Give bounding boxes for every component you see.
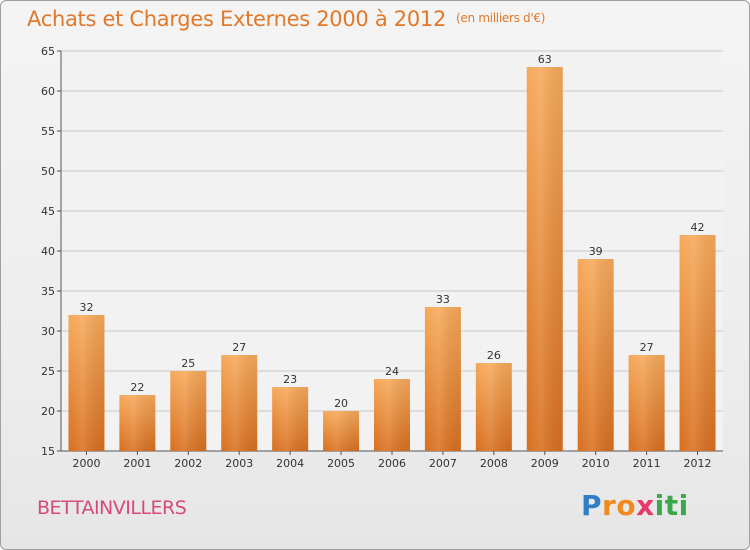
x-tick-label: 2003 [225,457,253,470]
y-tick-label: 50 [41,165,55,178]
x-tick-label: 2002 [174,457,202,470]
chart-unit: (en milliers d'€) [456,11,546,25]
y-tick-label: 20 [41,405,55,418]
y-tick-label: 55 [41,125,55,138]
x-tick-label: 2001 [123,457,151,470]
logo-letter: x [636,489,655,522]
bar-shine [374,379,410,451]
data-label: 33 [436,293,450,306]
bar-shine [68,315,105,451]
data-label: 39 [589,245,603,258]
y-tick-label: 60 [41,85,55,98]
data-label: 27 [640,341,654,354]
bar-shine [628,355,665,451]
data-label: 63 [538,53,552,66]
y-tick-label: 25 [41,365,55,378]
data-label: 27 [232,341,246,354]
bar-shine [119,395,156,451]
logo-letter: i [678,489,689,522]
y-tick-label: 30 [41,325,55,338]
bar-shine [272,387,309,451]
data-label: 42 [691,221,705,234]
y-tick-label: 40 [41,245,55,258]
data-label: 22 [130,381,144,394]
logo-letter: P [581,489,603,522]
data-label: 24 [385,365,399,378]
commune-name: BETTAINVILLERS [37,497,187,519]
x-tick-label: 2000 [72,457,100,470]
y-tick-label: 15 [41,445,55,458]
proxiti-logo[interactable]: Proxiti [581,489,689,522]
data-label: 26 [487,349,501,362]
x-tick-label: 2007 [429,457,457,470]
bar-shine [526,67,563,451]
x-tick-label: 2004 [276,457,304,470]
bar-shine [475,363,512,451]
x-tick-label: 2008 [480,457,508,470]
bar-shine [424,307,461,451]
data-label: 32 [79,301,93,314]
bar-shine [679,235,716,451]
x-tick-label: 2006 [378,457,406,470]
data-label: 20 [334,397,348,410]
y-tick-label: 65 [41,45,55,58]
x-tick-label: 2011 [633,457,661,470]
logo-letter: i [654,489,665,522]
bar-shine [323,411,360,451]
x-tick-label: 2010 [582,457,610,470]
bar-shine [170,371,207,451]
x-tick-label: 2009 [531,457,559,470]
x-tick-label: 2012 [684,457,712,470]
data-label: 23 [283,373,297,386]
logo-letter: o [616,489,637,522]
chart-title: Achats et Charges Externes 2000 à 2012 (e… [27,7,546,31]
bar-shine [577,259,614,451]
y-tick-label: 45 [41,205,55,218]
logo-letter: r [602,489,617,522]
y-tick-label: 35 [41,285,55,298]
bar-shine [221,355,258,451]
x-tick-label: 2005 [327,457,355,470]
logo-letter: t [664,489,679,522]
data-label: 25 [181,357,195,370]
